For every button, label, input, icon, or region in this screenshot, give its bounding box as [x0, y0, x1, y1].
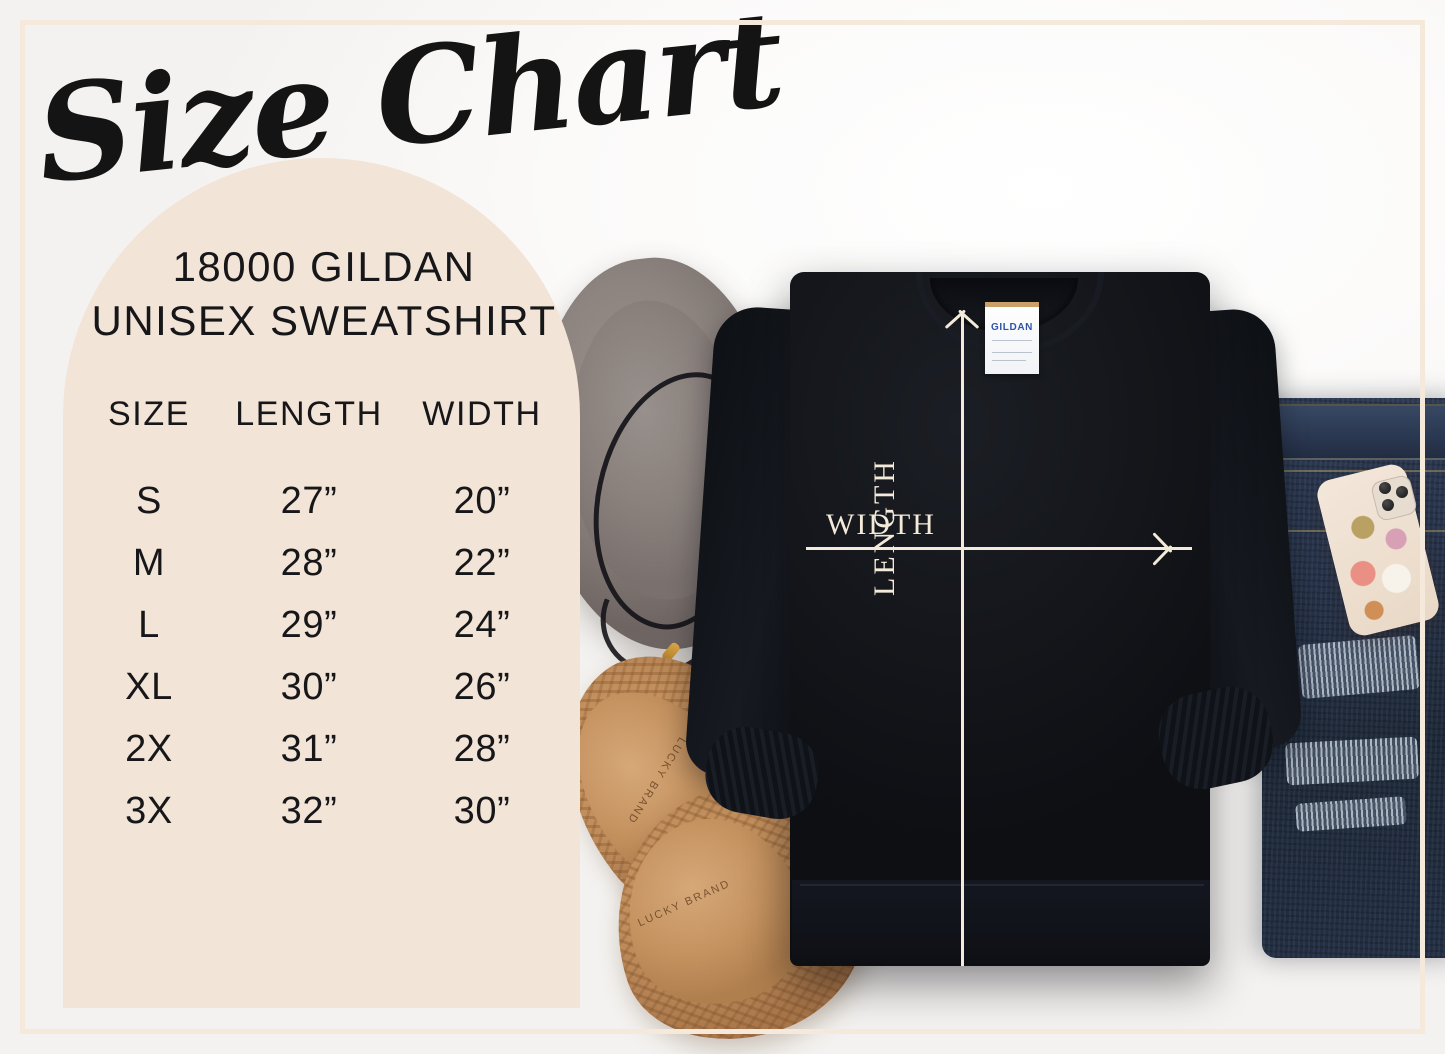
column-header-size: SIZE [108, 395, 190, 433]
table-row: S 27” 20” [74, 480, 570, 523]
jeans-distressed-rip [1284, 736, 1420, 786]
size-table: SIZE LENGTH WIDTH S 27” 20” M 28” 22” L … [74, 395, 570, 852]
sweatshirt-hem-seam [800, 884, 1204, 886]
neck-tag-text-line [992, 352, 1032, 353]
table-row: L 29” 24” [74, 604, 570, 647]
cell-length: 31” [280, 728, 338, 770]
cell-length: 27” [280, 480, 338, 522]
cell-size: S [136, 480, 162, 522]
neck-tag-top-strip [985, 302, 1039, 307]
cell-width: 28” [453, 728, 511, 770]
cell-size: L [138, 604, 160, 646]
jeans-seam [1272, 470, 1445, 472]
table-row: 3X 32” 30” [74, 790, 570, 833]
cell-width: 30” [453, 790, 511, 832]
neck-tag-text-line [992, 360, 1026, 361]
width-arrow-right-icon [1168, 527, 1196, 571]
width-measure-line [806, 547, 1192, 550]
length-measure-line [961, 312, 964, 966]
cell-size: M [132, 542, 166, 584]
cell-length: 30” [280, 666, 338, 708]
column-header-width: WIDTH [422, 395, 542, 433]
table-header-row: SIZE LENGTH WIDTH [74, 395, 570, 434]
camera-lens-icon [1382, 499, 1394, 511]
table-row: M 28” 22” [74, 542, 570, 585]
cell-length: 29” [280, 604, 338, 646]
cell-size: 3X [125, 790, 173, 832]
cell-length: 28” [280, 542, 338, 584]
arch-panel [63, 158, 580, 1008]
camera-lens-icon [1396, 486, 1408, 498]
sweatshirt-hem [792, 880, 1210, 962]
sweatshirt-body [790, 272, 1210, 966]
gildan-neck-tag [985, 302, 1039, 374]
width-label: WIDTH [826, 508, 936, 541]
cell-width: 22” [453, 542, 511, 584]
length-label: LENGTH [868, 458, 901, 596]
neck-tag-brand-label: GILDAN [991, 322, 1033, 333]
length-arrow-up-icon [940, 305, 984, 331]
jeans-distressed-rip [1297, 634, 1421, 700]
neck-tag-text-line [992, 340, 1032, 341]
cell-width: 20” [453, 480, 511, 522]
jeans-waistband [1270, 404, 1445, 460]
cell-width: 24” [453, 604, 511, 646]
cell-size: 2X [125, 728, 173, 770]
product-subtitle: 18000 GILDAN UNISEX SWEATSHIRT [91, 243, 557, 344]
cell-size: XL [125, 666, 173, 708]
column-header-length: LENGTH [235, 395, 383, 433]
table-row: 2X 31” 28” [74, 728, 570, 771]
camera-lens-icon [1379, 482, 1391, 494]
table-row: XL 30” 26” [74, 666, 570, 709]
cell-width: 26” [453, 666, 511, 708]
cell-length: 32” [280, 790, 338, 832]
